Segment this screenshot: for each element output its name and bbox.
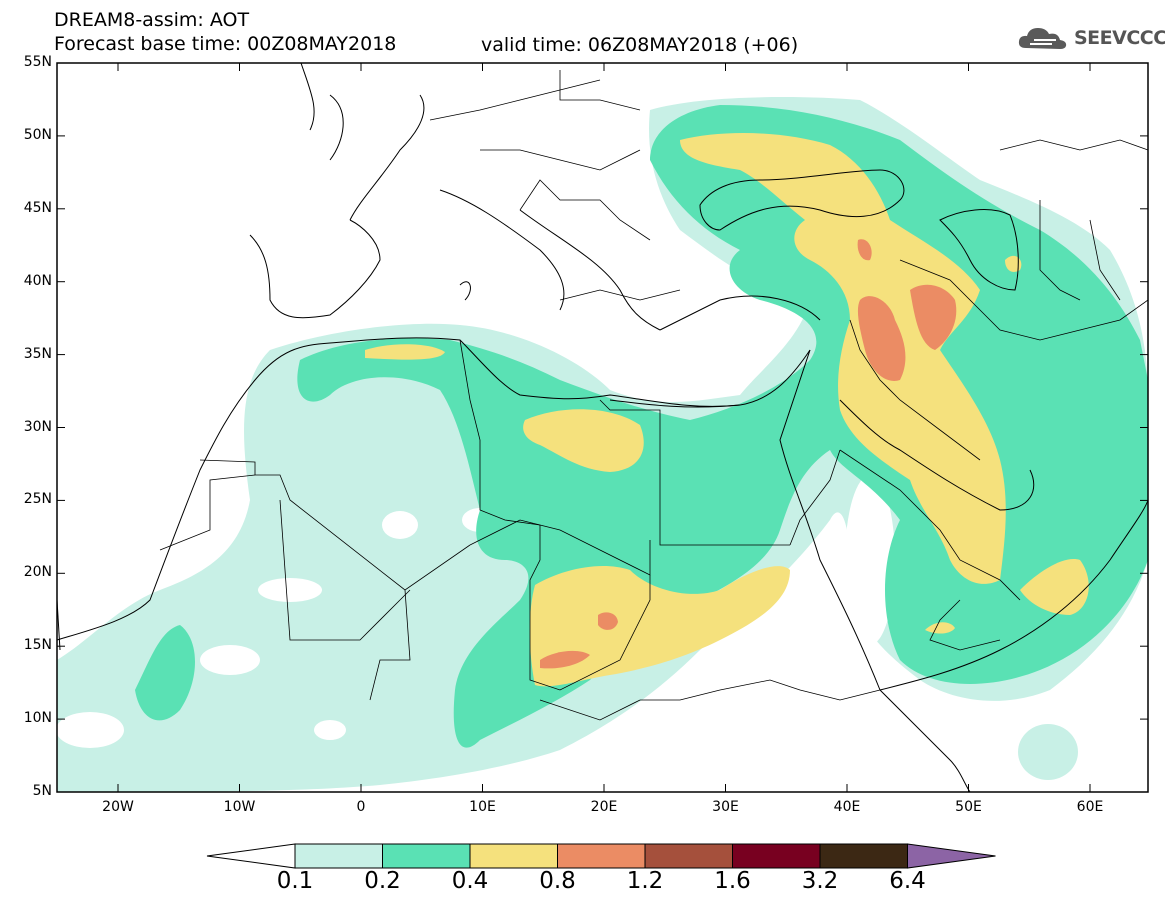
lon-label: 0 (356, 799, 366, 815)
colorbar-swatch (382, 843, 471, 869)
lat-label: 10N (23, 710, 52, 727)
lat-label: 5N (32, 783, 52, 799)
lon-label: 10E (469, 799, 496, 815)
colorbar-swatch (294, 843, 383, 869)
lon-label: 20W (102, 799, 134, 815)
aot-level-0.8 (540, 239, 957, 669)
colorbar-label: 0.1 (276, 868, 314, 894)
lat-label: 30N (23, 418, 52, 435)
lat-label: 25N (23, 491, 52, 508)
colorbar-swatch (644, 843, 733, 869)
base-time-label: Forecast base time: 00Z08MAY2018 (54, 33, 397, 55)
map-title: DREAM8-assim: AOT (54, 9, 250, 31)
lon-label: 40E (833, 799, 861, 815)
lon-label: 50E (955, 799, 982, 815)
lon-label: 10W (223, 799, 256, 815)
lat-label: 45N (23, 199, 52, 216)
colorbar-low-arrow (206, 843, 296, 869)
colorbar-label: 0.2 (364, 868, 401, 894)
colorbar-label: 6.4 (889, 868, 926, 894)
colorbar-label: 1.2 (626, 868, 664, 894)
colorbar-label: 0.8 (539, 868, 576, 894)
aot-level-0.4 (365, 133, 1089, 687)
lat-label: 55N (23, 54, 52, 70)
country-borders (159, 70, 1148, 721)
lat-label: 50N (23, 126, 52, 143)
colorbar-label: 1.6 (714, 868, 751, 894)
cloud-logo-icon (1018, 28, 1067, 49)
logo-text: SEEVCCC (1074, 27, 1165, 49)
colorbar-label: 0.4 (451, 868, 489, 894)
lon-label: 30E (712, 799, 739, 815)
colorbar-swatch (469, 843, 558, 869)
colorbar-swatch (732, 843, 821, 869)
lat-label: 35N (23, 345, 52, 362)
lat-label: 20N (23, 564, 52, 581)
lat-label: 40N (23, 272, 52, 289)
lat-label: 15N (23, 637, 52, 654)
aot-field (57, 97, 1148, 792)
lon-label: 20E (590, 799, 618, 815)
valid-time-label: valid time: 06Z08MAY2018 (+06) (481, 34, 799, 56)
axis-ticks (57, 62, 1148, 793)
seevccc-logo: SEEVCCC (1016, 22, 1165, 54)
colorbar-swatch (819, 843, 908, 869)
coastlines (57, 63, 1148, 792)
colorbar-boxes (206, 843, 996, 869)
colorbar-high-arrow (907, 843, 996, 869)
lon-label: 60E (1076, 799, 1104, 815)
colorbar-label: 3.2 (801, 868, 839, 894)
colorbar-swatch (557, 843, 646, 869)
